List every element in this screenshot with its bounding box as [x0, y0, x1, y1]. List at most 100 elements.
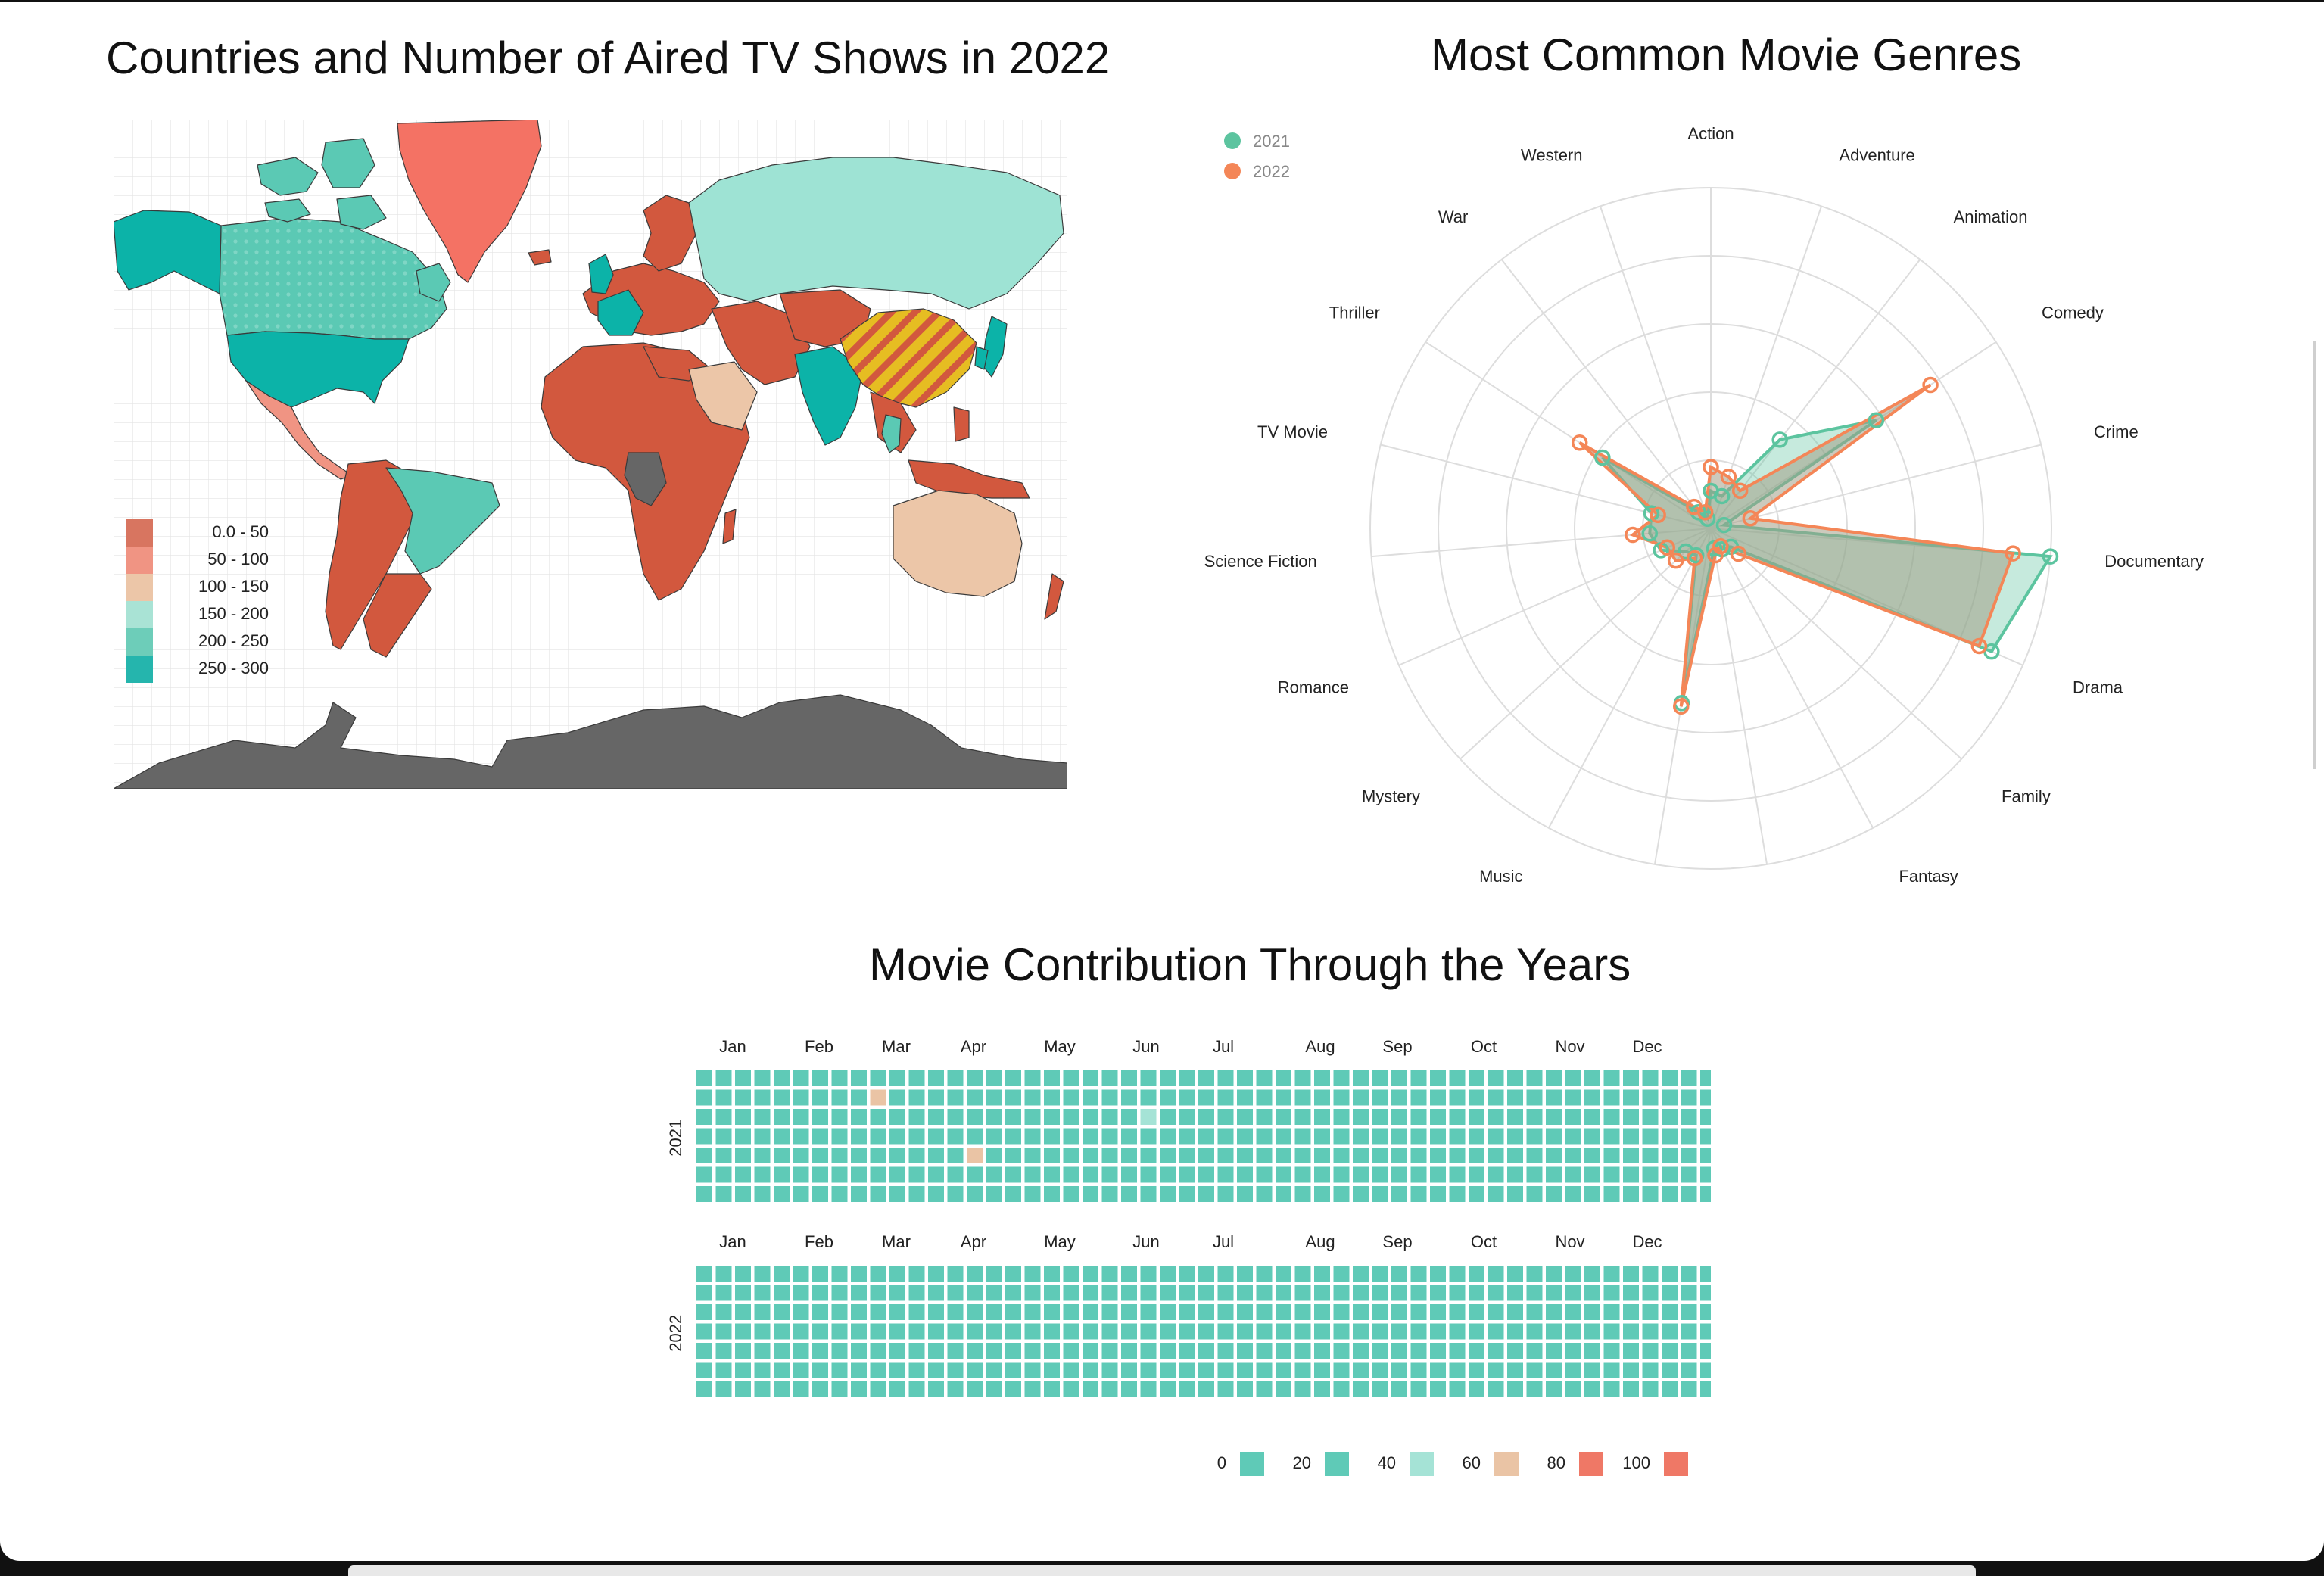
calendar-day-cell — [1217, 1148, 1234, 1163]
calendar-day-cell — [1044, 1343, 1060, 1359]
calendar-day-cell — [870, 1089, 886, 1106]
calendar-day-cell — [928, 1148, 944, 1163]
calendar-day-cell — [1121, 1285, 1137, 1301]
radar-point-2022 — [2005, 545, 2021, 562]
calendar-day-cell — [967, 1285, 983, 1301]
calendar-day-cell — [1565, 1128, 1581, 1145]
calendar-day-cell — [1160, 1266, 1176, 1282]
calendar-day-cell — [1584, 1381, 1600, 1397]
calendar-day-cell — [947, 1166, 964, 1183]
calendar-day-cell — [1276, 1362, 1291, 1378]
calendar-day-cell — [1488, 1186, 1504, 1202]
calendar-day-cell — [1005, 1186, 1021, 1202]
calendar-day-cell — [1642, 1381, 1659, 1397]
calendar-day-cell — [1083, 1381, 1098, 1397]
calendar-day-cell — [831, 1304, 848, 1320]
right-scrollbar[interactable] — [2313, 341, 2316, 769]
calendar-day-cell — [696, 1362, 712, 1378]
bottom-scrollbar[interactable] — [348, 1565, 1976, 1576]
calendar-day-cell — [735, 1362, 751, 1378]
calendar-day-cell — [735, 1323, 751, 1340]
calendar-day-cell — [1623, 1109, 1639, 1125]
calendar-day-cell — [1063, 1362, 1079, 1378]
calendar-day-cell — [1372, 1109, 1388, 1125]
calendar-day-cell — [1410, 1323, 1427, 1340]
calendar-day-cell — [1140, 1285, 1157, 1301]
calendar-day-cell — [1565, 1285, 1581, 1301]
radar-spoke — [1710, 206, 1823, 529]
calendar-day-cell — [793, 1089, 809, 1106]
radar-axis-label: Thriller — [1329, 303, 1380, 322]
calendar-day-cell — [986, 1304, 1002, 1320]
calendar-day-cell — [754, 1304, 771, 1320]
calendar-day-cell — [1546, 1381, 1562, 1397]
calendar-day-cell — [831, 1186, 848, 1202]
calendar-day-cell — [1526, 1343, 1543, 1359]
calendar-day-cell — [1063, 1070, 1079, 1086]
calendar-legend-swatch — [1410, 1452, 1434, 1476]
calendar-day-cell — [851, 1070, 867, 1086]
radar-spoke — [1500, 259, 1712, 529]
calendar-day-cell — [1083, 1266, 1098, 1282]
map-legend-label: 50 - 100 — [207, 550, 269, 568]
calendar-day-cell — [1140, 1089, 1157, 1106]
map-legend-label: 200 - 250 — [198, 631, 269, 650]
calendar-day-cell — [774, 1381, 790, 1397]
calendar-day-cell — [1642, 1323, 1659, 1340]
calendar-day-cell — [1469, 1186, 1484, 1202]
calendar-day-cell — [1024, 1089, 1041, 1106]
calendar-day-cell — [1294, 1186, 1311, 1202]
calendar-day-cell — [1507, 1343, 1523, 1359]
calendar-day-cell — [1237, 1381, 1253, 1397]
calendar-day-cell — [1642, 1128, 1659, 1145]
calendar-day-cell — [1140, 1109, 1157, 1125]
calendar-day-cell — [812, 1089, 828, 1106]
calendar-day-cell — [774, 1109, 790, 1125]
radar-point-2022 — [1672, 698, 1690, 715]
calendar-day-cell — [908, 1070, 925, 1086]
calendar-day-cell — [793, 1381, 809, 1397]
calendar-day-cell — [1681, 1166, 1697, 1183]
calendar-day-cell — [1603, 1186, 1620, 1202]
calendar-day-cell — [1217, 1109, 1234, 1125]
calendar-legend-label: 0 — [1217, 1453, 1226, 1472]
calendar-day-cell — [1642, 1109, 1659, 1125]
calendar-day-cell — [1391, 1381, 1407, 1397]
radar-legend-marker — [1224, 132, 1241, 149]
calendar-day-cell — [986, 1109, 1002, 1125]
calendar-month-label: Feb — [805, 1037, 833, 1056]
radar-point-2022 — [1571, 434, 1588, 451]
calendar-day-cell — [947, 1128, 964, 1145]
calendar-day-cell — [1005, 1109, 1021, 1125]
calendar-day-cell — [1623, 1070, 1639, 1086]
calendar-day-cell — [715, 1343, 732, 1359]
calendar-day-cell — [1044, 1148, 1060, 1163]
calendar-day-cell — [774, 1186, 790, 1202]
calendar-day-cell — [1507, 1148, 1523, 1163]
thailand — [881, 414, 902, 453]
calendar-day-cell — [754, 1148, 771, 1163]
calendar-day-cell — [696, 1343, 712, 1359]
calendar-day-cell — [851, 1304, 867, 1320]
calendar-day-cell — [1101, 1070, 1118, 1086]
calendar-day-cell — [754, 1362, 771, 1378]
calendar-day-cell — [1179, 1070, 1195, 1086]
calendar-day-cell — [1256, 1070, 1273, 1086]
calendar-day-cell — [812, 1362, 828, 1378]
calendar-day-cell — [1044, 1070, 1060, 1086]
calendar-day-cell — [1642, 1304, 1659, 1320]
calendar-day-cell — [1449, 1266, 1466, 1282]
calendar-day-cell — [1410, 1285, 1427, 1301]
calendar-day-cell — [1121, 1186, 1137, 1202]
calendar-day-cell — [1700, 1323, 1711, 1340]
calendar-day-cell — [1333, 1128, 1350, 1145]
radar-spoke — [1599, 206, 1712, 529]
calendar-day-cell — [1449, 1304, 1466, 1320]
radar-axis-label: Drama — [2073, 678, 2123, 697]
calendar-day-cell — [1546, 1285, 1562, 1301]
calendar-day-cell — [1681, 1109, 1697, 1125]
calendar-day-cell — [1623, 1186, 1639, 1202]
radar-point-2022 — [1696, 503, 1714, 521]
calendar-day-cell — [1507, 1128, 1523, 1145]
calendar-day-cell — [1198, 1186, 1214, 1202]
